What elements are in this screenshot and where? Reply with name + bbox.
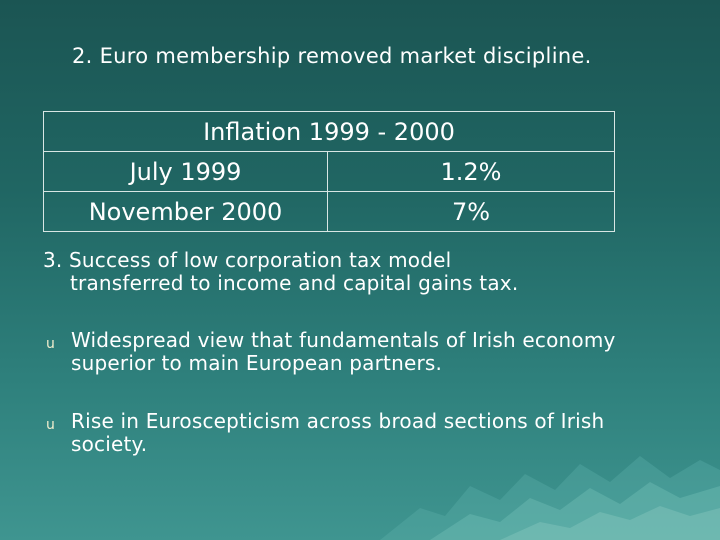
point-3-line-1: 3. Success of low corporation tax model bbox=[43, 248, 452, 272]
bullet-item: u Widespread view that fundamentals of I… bbox=[46, 329, 686, 375]
table-row: November 2000 7% bbox=[43, 191, 615, 232]
bullet-text: Widespread view that fundamentals of Iri… bbox=[71, 328, 616, 375]
period-cell: November 2000 bbox=[43, 191, 328, 232]
bullet-icon: u bbox=[46, 417, 56, 433]
value-cell: 7% bbox=[327, 191, 615, 232]
bullet-icon: u bbox=[46, 336, 56, 352]
bullet-text: Rise in Euroscepticism across broad sect… bbox=[71, 409, 605, 456]
value-cell: 1.2% bbox=[327, 151, 615, 192]
table-row: July 1999 1.2% bbox=[43, 151, 615, 192]
period-cell: July 1999 bbox=[43, 151, 328, 192]
slide-heading: 2. Euro membership removed market discip… bbox=[72, 44, 592, 68]
table-title-row: Inflation 1999 - 2000 bbox=[43, 111, 615, 152]
point-3-line-2: transferred to income and capital gains … bbox=[70, 271, 519, 295]
table-title: Inflation 1999 - 2000 bbox=[43, 111, 615, 152]
bullet-item: u Rise in Euroscepticism across broad se… bbox=[46, 410, 686, 456]
inflation-table: Inflation 1999 - 2000 July 1999 1.2% Nov… bbox=[43, 111, 615, 232]
point-3: 3. Success of low corporation tax model … bbox=[43, 249, 683, 295]
mountain-decoration bbox=[380, 456, 720, 540]
